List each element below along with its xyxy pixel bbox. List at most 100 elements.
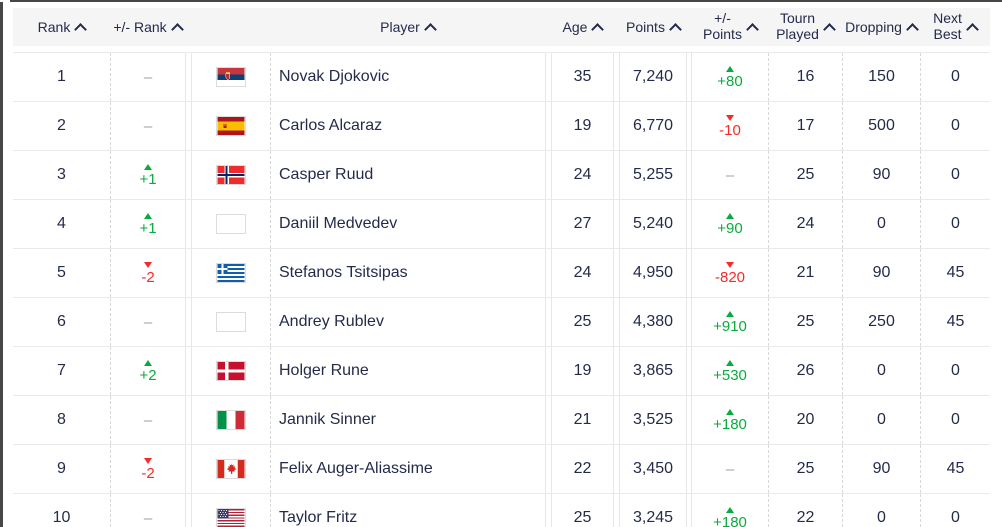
player-name[interactable]: Stefanos Tsitsipas <box>270 249 545 297</box>
dropping-cell: 90 <box>842 445 920 493</box>
column-header-age[interactable]: Age <box>552 8 613 46</box>
player-name[interactable]: Holger Rune <box>270 347 545 395</box>
column-gap <box>686 53 692 101</box>
rank-change-cell: – <box>110 53 185 101</box>
column-gap <box>545 151 552 199</box>
table-row: 2 – Carlos Alcaraz 19 6,770 -10 17 500 0 <box>13 102 990 151</box>
change-indicator: +180 <box>713 506 747 527</box>
table-row: 5 -2 Stefanos Tsitsipas 24 4,950 -820 21 90 45 <box>13 249 990 298</box>
column-gap <box>686 494 692 527</box>
column-header-rank_change[interactable]: +/- Rank <box>110 8 185 46</box>
flag-spain-icon <box>216 116 246 136</box>
dropping-cell: 0 <box>842 347 920 395</box>
change-value: +2 <box>139 366 157 384</box>
tourn-played-cell: 24 <box>768 200 842 248</box>
sort-ascending-icon <box>966 22 979 36</box>
no-change-dash: – <box>725 460 735 478</box>
player-name[interactable]: Taylor Fritz <box>270 494 545 527</box>
rank-cell: 3 <box>57 166 66 183</box>
tourn-played-cell: 26 <box>768 347 842 395</box>
rank-cell: 4 <box>57 215 66 232</box>
column-gap <box>686 396 692 444</box>
sort-ascending-icon <box>170 22 184 36</box>
dropping-cell: 500 <box>842 102 920 150</box>
points-cell: 3,865 <box>632 362 674 379</box>
rank-cell: 5 <box>57 264 66 281</box>
age-cell: 35 <box>573 68 592 85</box>
player-name[interactable]: Casper Ruud <box>270 151 545 199</box>
rank-change-cell: – <box>110 396 185 444</box>
table-row: 10– Taylor Fritz 25 3,245 +180 22 0 0 <box>13 494 990 527</box>
rank-cell: 9 <box>57 460 66 477</box>
column-gap <box>613 151 620 199</box>
up-triangle-icon <box>143 212 152 219</box>
column-gap <box>613 200 620 248</box>
rank-change-cell: +1 <box>110 200 185 248</box>
column-gap <box>545 200 552 248</box>
change-value: +180 <box>713 513 747 527</box>
column-gap <box>686 249 692 297</box>
change-indicator: +80 <box>717 65 743 90</box>
sort-ascending-icon <box>74 22 88 36</box>
change-indicator: -820 <box>714 261 746 286</box>
table-body: 1– Novak Djokovic 35 7,240 +80 16 150 0 2– Carlos… <box>13 52 990 527</box>
tourn-played-cell: 25 <box>768 298 842 346</box>
flag-italy-icon <box>216 410 246 430</box>
window-edge-top <box>10 0 1002 2</box>
column-label: +/- Points <box>703 10 742 42</box>
points-cell: 4,950 <box>632 264 674 281</box>
player-name[interactable]: Andrey Rublev <box>270 298 545 346</box>
rank-cell: 2 <box>57 117 66 134</box>
points-change-cell: – <box>692 151 768 199</box>
dropping-cell: 150 <box>842 53 920 101</box>
column-header-points[interactable]: Points <box>620 8 686 46</box>
flag-cell <box>192 396 270 444</box>
next-best-cell: 0 <box>920 494 990 527</box>
column-header-dropping[interactable]: Dropping <box>842 8 920 46</box>
rank-change-cell: -2 <box>110 249 185 297</box>
column-gap <box>686 445 692 493</box>
points-change-cell: +80 <box>692 53 768 101</box>
sort-ascending-icon <box>746 22 759 36</box>
flag-greece-icon <box>216 263 246 283</box>
flag-cell <box>192 200 270 248</box>
change-value: +80 <box>717 72 743 90</box>
player-name[interactable]: Carlos Alcaraz <box>270 102 545 150</box>
age-cell: 24 <box>573 166 592 183</box>
player-name[interactable]: Daniil Medvedev <box>270 200 545 248</box>
change-value: -10 <box>719 121 741 139</box>
change-value: -2 <box>141 268 155 286</box>
player-name[interactable]: Jannik Sinner <box>270 396 545 444</box>
flag-cell <box>192 298 270 346</box>
column-header-next_best[interactable]: Next Best <box>920 8 990 46</box>
player-name[interactable]: Felix Auger-Aliassime <box>270 445 545 493</box>
change-value: -820 <box>714 268 746 286</box>
next-best-cell: 0 <box>920 102 990 150</box>
rank-cell: 8 <box>57 411 66 428</box>
column-label: Next Best <box>933 10 962 42</box>
change-indicator: -2 <box>141 261 155 286</box>
dropping-cell: 90 <box>842 151 920 199</box>
column-gap <box>185 151 192 199</box>
player-name[interactable]: Novak Djokovic <box>270 53 545 101</box>
change-value: +1 <box>139 170 157 188</box>
points-change-cell: +530 <box>692 347 768 395</box>
column-label: Dropping <box>845 19 902 35</box>
age-cell: 21 <box>573 411 592 428</box>
rank-change-cell: +1 <box>110 151 185 199</box>
column-header-tourn_played[interactable]: Tourn Played <box>768 8 842 46</box>
dropping-cell: 0 <box>842 396 920 444</box>
up-triangle-icon <box>143 163 152 170</box>
column-gap <box>185 53 192 101</box>
column-header-points_change[interactable]: +/- Points <box>692 8 768 46</box>
sort-ascending-icon <box>591 22 605 36</box>
column-header-rank[interactable]: Rank <box>13 8 110 46</box>
down-triangle-icon <box>144 261 152 268</box>
rank-change-cell: – <box>110 494 185 527</box>
points-change-cell: +180 <box>692 396 768 444</box>
column-gap <box>613 347 620 395</box>
column-gap <box>613 249 620 297</box>
sort-ascending-icon <box>423 22 437 36</box>
column-header-player[interactable]: Player <box>270 8 545 46</box>
column-gap <box>613 396 620 444</box>
